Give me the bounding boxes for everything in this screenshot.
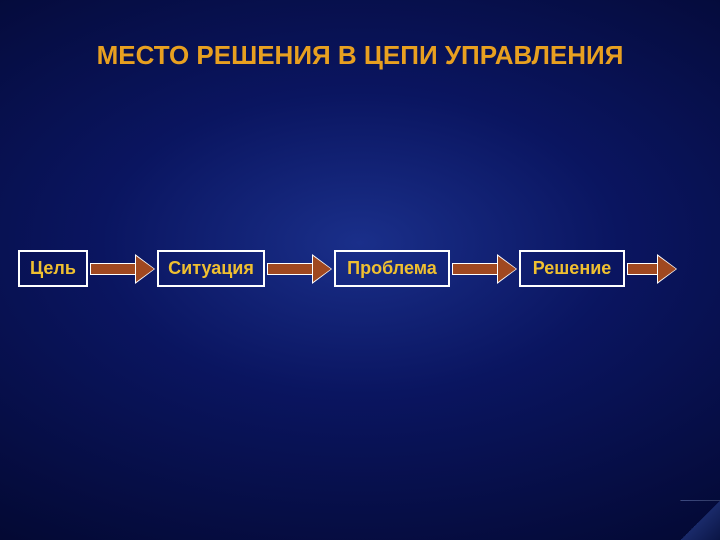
flow-chain: Цель Ситуация Проблема Решение [18, 250, 720, 287]
arrow-shaft [90, 263, 137, 275]
slide: МЕСТО РЕШЕНИЯ В ЦЕПИ УПРАВЛЕНИЯ Цель Сит… [0, 0, 720, 540]
arrow-head [498, 256, 516, 282]
arrow-icon [267, 254, 332, 284]
slide-title: МЕСТО РЕШЕНИЯ В ЦЕПИ УПРАВЛЕНИЯ [0, 40, 720, 71]
arrow-head [658, 256, 676, 282]
flow-box-situation: Ситуация [157, 250, 265, 287]
arrow-shaft [267, 263, 314, 275]
arrow-shaft [452, 263, 499, 275]
arrow-head [313, 256, 331, 282]
corner-fold-icon [680, 500, 720, 540]
flow-box-goal: Цель [18, 250, 88, 287]
arrow-head [136, 256, 154, 282]
arrow-shaft [627, 263, 659, 275]
flow-box-decision: Решение [519, 250, 625, 287]
arrow-icon [90, 254, 155, 284]
arrow-icon [627, 254, 677, 284]
flow-box-problem: Проблема [334, 250, 450, 287]
arrow-icon [452, 254, 517, 284]
